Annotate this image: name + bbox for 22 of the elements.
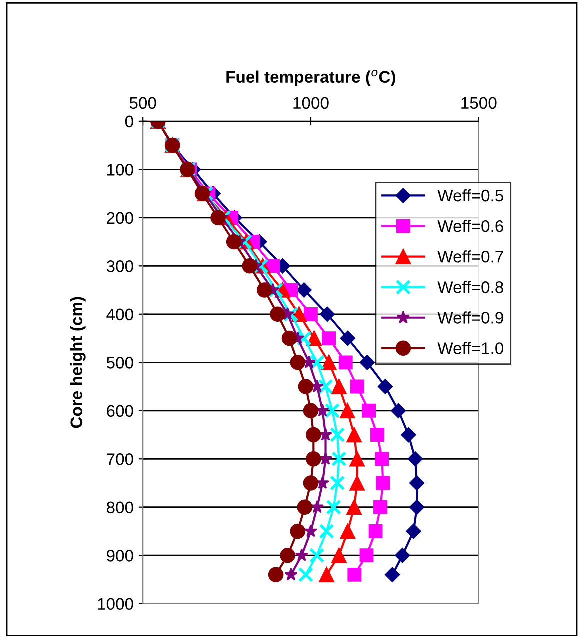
y-axis-title: Core height (cm) — [70, 297, 86, 428]
y-tick-label: 400 — [106, 308, 134, 321]
y-tick-label: 600 — [107, 405, 134, 418]
x-tick-label: 1000 — [294, 97, 329, 110]
x-axis-title: Fuel temperature ($^{o}$C) — [226, 70, 396, 86]
legend-label: Weff=0.8 — [438, 281, 504, 294]
x-tick-label: 1500 — [462, 97, 497, 110]
y-tick-label: 800 — [106, 502, 134, 514]
x-tick-label: 500 — [130, 97, 156, 110]
y-tick-label: 500 — [106, 357, 134, 369]
legend-label: Weff=0.5 — [438, 189, 504, 202]
y-tick-label: 0 — [125, 116, 134, 128]
legend-label: Weff=0.6 — [438, 220, 504, 232]
y-tick-label: 1000 — [98, 598, 134, 610]
y-tick-label: 300 — [106, 260, 134, 272]
y-tick-label: 200 — [107, 212, 134, 224]
legend-label: Weff=1.0 — [438, 342, 504, 354]
y-tick-label: 900 — [107, 550, 134, 562]
legend-label: Weff=0.7 — [438, 250, 504, 263]
y-tick-label: 100 — [108, 164, 134, 176]
legend-label: Weff=0.9 — [438, 312, 504, 324]
y-tick-label: 700 — [107, 454, 134, 466]
